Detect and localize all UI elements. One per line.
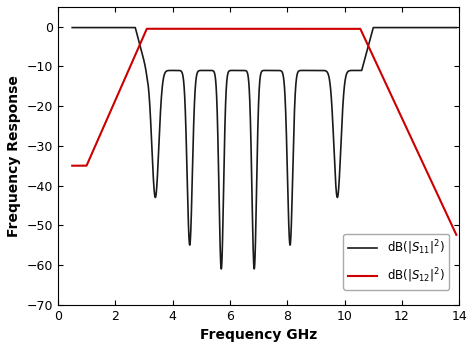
dB($|S_{12}|^2$) [454, 233, 459, 237]
Y-axis label: Frequency Response: Frequency Response [7, 75, 21, 237]
X-axis label: Frequency GHz: Frequency GHz [200, 328, 317, 342]
dB($|S_{11}|^2$) [297, 68, 302, 73]
dB($|S_{11}|^2$) [374, 25, 380, 30]
dB($|S_{12}|^2$) [313, 27, 319, 31]
dB($|S_{12}|^2$) [69, 164, 75, 168]
dB($|S_{12}|^2$) [209, 27, 214, 31]
dB($|S_{11}|^2$) [313, 68, 319, 73]
dB($|S_{12}|^2$) [354, 27, 360, 31]
dB($|S_{11}|^2$) [69, 25, 75, 30]
dB($|S_{12}|^2$) [144, 27, 150, 31]
dB($|S_{12}|^2$) [89, 152, 94, 156]
dB($|S_{12}|^2$) [374, 64, 380, 68]
dB($|S_{11}|^2$) [219, 267, 224, 271]
dB($|S_{11}|^2$) [209, 68, 214, 73]
dB($|S_{12}|^2$) [297, 27, 302, 31]
Line: dB($|S_{12}|^2$): dB($|S_{12}|^2$) [72, 29, 456, 235]
Legend: dB($|S_{11}|^2$), dB($|S_{12}|^2$): dB($|S_{11}|^2$), dB($|S_{12}|^2$) [343, 234, 449, 290]
Line: dB($|S_{11}|^2$): dB($|S_{11}|^2$) [72, 28, 456, 269]
dB($|S_{11}|^2$) [354, 68, 360, 73]
dB($|S_{11}|^2$) [89, 25, 94, 30]
dB($|S_{11}|^2$) [454, 25, 459, 30]
